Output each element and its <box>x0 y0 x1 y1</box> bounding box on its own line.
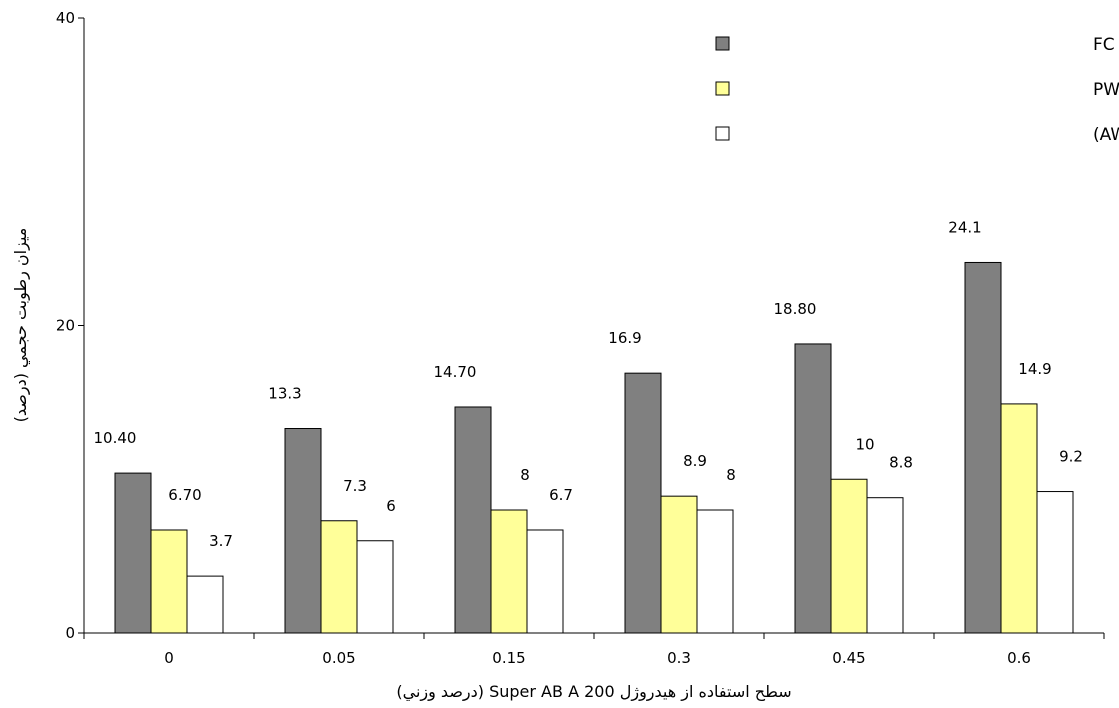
x-axis-ticks: 0 0.05 0.15 0.3 0.45 0.6 <box>83 633 1105 667</box>
y-axis-ticks: 0 20 40 <box>56 9 84 642</box>
bar-series-3 <box>186 575 224 634</box>
bar-series-3 <box>866 497 904 634</box>
bar-series-1 <box>114 472 152 634</box>
legend: ميزان رطوبت حجمي در حد FC ميزان رطوبت حجم… <box>715 35 1119 145</box>
bar-series-2 <box>490 509 528 634</box>
x-tick-label: 0.05 <box>322 649 355 667</box>
data-label-series-1: 18.80 <box>774 300 817 318</box>
data-label-series-3: 3.7 <box>209 532 233 550</box>
bar-series-2 <box>830 478 868 634</box>
x-tick-label: 0.3 <box>667 649 691 667</box>
bar-series-1 <box>624 372 662 634</box>
legend-swatch-series-1 <box>715 36 730 51</box>
y-tick-label: 0 <box>65 624 75 642</box>
legend-label-series-1: ميزان رطوبت حجمي در حد FC <box>1093 35 1119 55</box>
bar-series-3 <box>696 509 734 634</box>
bar-series-3 <box>526 529 564 634</box>
bar-series-2 <box>150 529 188 634</box>
x-axis-title: سطح استفاده از هيدروژل Super AB A 200 (د… <box>396 682 791 702</box>
data-label-series-3: 6 <box>386 497 396 515</box>
data-label-series-1: 16.9 <box>608 329 641 347</box>
bar-series-3 <box>1036 491 1074 634</box>
bar-series-1 <box>454 406 492 634</box>
legend-swatch-series-2 <box>715 81 730 96</box>
x-tick-label: 0.45 <box>832 649 865 667</box>
data-label-series-1: 10.40 <box>94 429 137 447</box>
bar-series-group <box>114 261 1074 634</box>
y-axis-title: ميزان رطوبت حجمي (درصد) <box>11 228 31 423</box>
data-label-series-3: 8.8 <box>889 454 913 472</box>
y-tick-label: 20 <box>56 317 75 335</box>
bar-series-2 <box>660 495 698 634</box>
bar-series-1 <box>794 343 832 634</box>
data-label-series-2: 10 <box>855 435 874 453</box>
data-labels-group: 10.40 13.3 14.70 16.9 18.80 24.1 6.70 7.3 8 8.9 10… <box>94 218 1083 550</box>
data-label-series-1: 24.1 <box>948 218 981 236</box>
data-label-series-2: 8.9 <box>683 452 707 470</box>
data-label-series-2: 7.3 <box>343 477 367 495</box>
data-label-series-2: 8 <box>520 466 530 484</box>
data-label-series-1: 14.70 <box>434 363 477 381</box>
bar-series-2 <box>320 520 358 634</box>
data-label-series-3: 6.7 <box>549 486 573 504</box>
legend-swatch-series-3 <box>715 126 730 141</box>
x-tick-label: 0.15 <box>492 649 525 667</box>
bar-series-1 <box>284 428 322 634</box>
bar-series-3 <box>356 540 394 634</box>
x-tick-label: 0 <box>164 649 174 667</box>
data-label-series-3: 8 <box>726 466 736 484</box>
x-tick-label: 0.6 <box>1007 649 1031 667</box>
legend-label-series-2: ميزان رطوبت حجمي در حد PWP <box>1093 80 1119 100</box>
data-label-series-3: 9.2 <box>1059 448 1083 466</box>
legend-label-series-3: ميزان آب قابل استفاده (AW) <box>1093 123 1119 145</box>
bar-series-2 <box>1000 403 1038 634</box>
data-label-series-2: 14.9 <box>1018 360 1051 378</box>
data-label-series-1: 13.3 <box>268 385 301 403</box>
data-label-series-2: 6.70 <box>168 486 201 504</box>
bar-series-1 <box>964 261 1002 634</box>
y-tick-label: 40 <box>56 9 75 27</box>
